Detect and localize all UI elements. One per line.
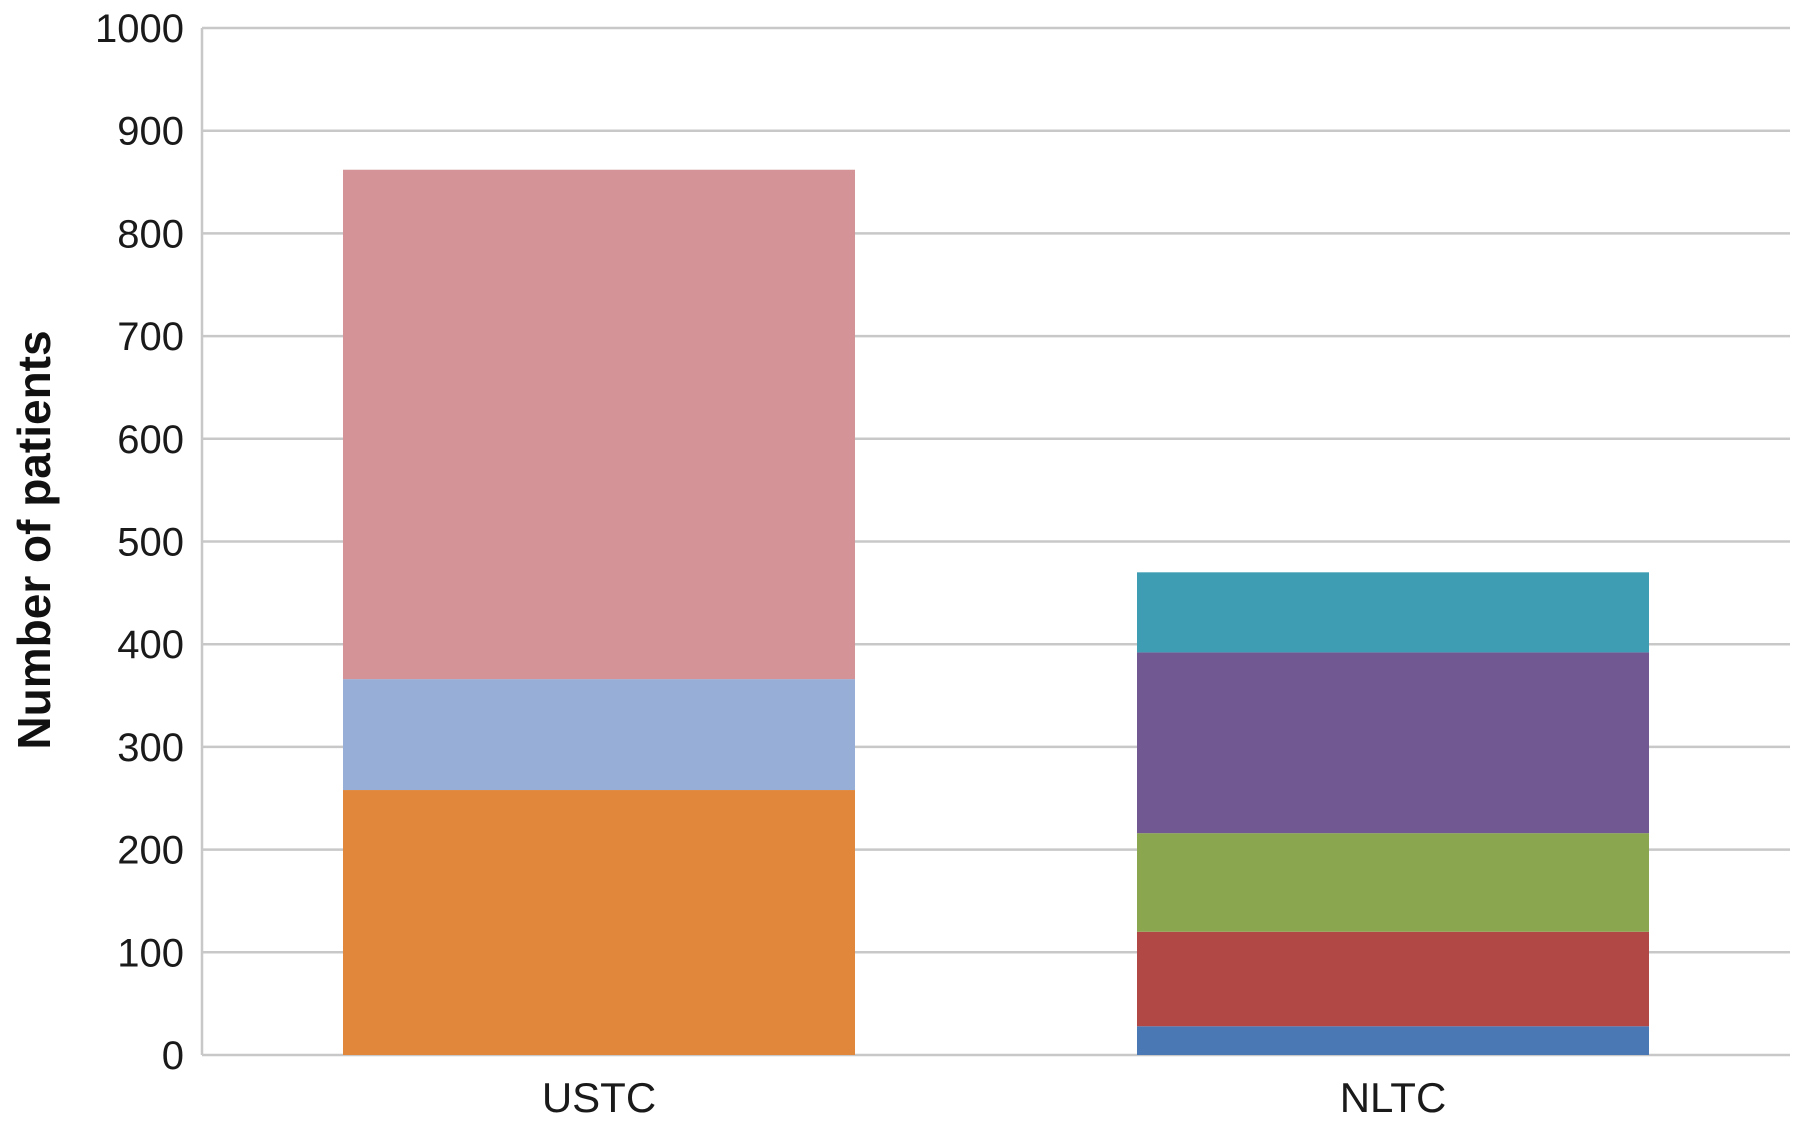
bar-segment-ustc-5 (343, 790, 855, 1055)
y-tick-label: 0 (162, 1034, 184, 1078)
x-axis-categories: USTC NLTC (542, 1074, 1446, 1121)
y-tick-label: 400 (117, 623, 184, 667)
y-axis-ticks: 0 100 200 300 400 500 600 700 800 900 1000 (95, 7, 184, 1078)
y-axis-title: Number of patients (8, 330, 60, 749)
y-tick-label: 800 (117, 212, 184, 256)
y-tick-label: 600 (117, 418, 184, 462)
bars (343, 169, 1649, 1055)
y-tick-label: 200 (117, 829, 184, 873)
y-tick-label: 900 (117, 110, 184, 154)
bar-segment-nltc-3 (1137, 652, 1649, 834)
y-tick-label: 500 (117, 521, 184, 565)
y-tick-label: 300 (117, 726, 184, 770)
y-tick-label: 100 (117, 931, 184, 975)
bar-segment-nltc-2 (1137, 833, 1649, 932)
bar-segment-nltc-1 (1137, 931, 1649, 1027)
bar-segment-ustc-7 (343, 169, 855, 680)
bar-segment-nltc-4 (1137, 572, 1649, 653)
y-tick-label: 700 (117, 315, 184, 359)
bar-segment-ustc-6 (343, 679, 855, 791)
x-category-label: NLTC (1340, 1074, 1447, 1121)
y-tick-label: 1000 (95, 7, 184, 51)
bar-segment-nltc-0 (1137, 1026, 1649, 1055)
x-category-label: USTC (542, 1074, 656, 1121)
